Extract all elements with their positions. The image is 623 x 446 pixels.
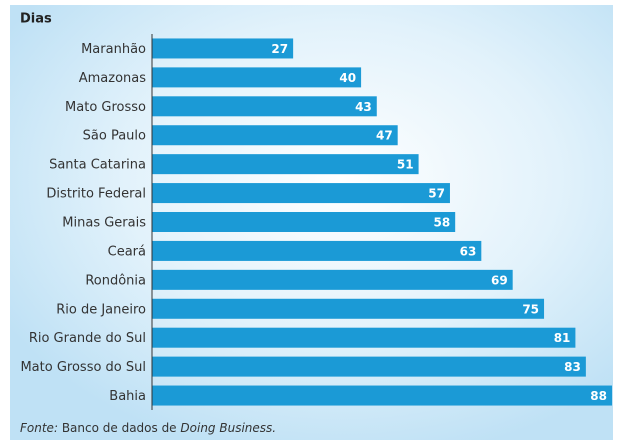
value-label: 63: [460, 244, 477, 258]
y-tick-label: Rio de Janeiro: [56, 302, 146, 317]
y-tick-label: Rio Grande do Sul: [29, 331, 146, 346]
bar: [152, 183, 450, 204]
bar: [152, 67, 362, 88]
value-label: 51: [397, 158, 414, 172]
value-label: 47: [376, 129, 393, 143]
y-tick-label: Amazonas: [79, 71, 147, 86]
bar: [152, 385, 612, 406]
bar: [152, 125, 398, 146]
y-tick-label: Rondônia: [85, 273, 146, 288]
bar: [152, 212, 456, 232]
bar: [152, 154, 419, 175]
y-tick-label: Minas Gerais: [62, 216, 146, 231]
y-tick-label: Mato Grosso do Sul: [20, 360, 146, 375]
y-tick-label: Mato Grosso: [65, 100, 146, 115]
value-label: 27: [271, 42, 288, 56]
y-tick-label: São Paulo: [83, 129, 146, 144]
y-tick-label: Ceará: [108, 244, 146, 259]
bar: [152, 356, 586, 377]
bar: [152, 298, 545, 319]
value-label: 75: [522, 302, 539, 316]
bar: [152, 38, 294, 59]
y-tick-label: Santa Catarina: [49, 158, 146, 173]
source-text: Banco de dados de: [62, 421, 177, 435]
y-tick-label: Distrito Federal: [46, 187, 146, 202]
y-tick-label: Bahia: [109, 389, 146, 404]
bar: [152, 240, 482, 261]
source-label: Fonte:: [20, 421, 58, 435]
source: Fonte: Banco de dados de Doing Business.: [20, 421, 276, 435]
source-italic: Doing Business.: [180, 421, 276, 435]
value-label: 57: [428, 187, 445, 201]
value-label: 88: [590, 389, 607, 403]
value-label: 40: [339, 71, 356, 85]
value-label: 83: [564, 360, 581, 374]
bar: [152, 96, 377, 117]
value-label: 69: [491, 273, 508, 287]
value-label: 43: [355, 100, 372, 114]
bar: [152, 269, 513, 290]
y-tick-label: Maranhão: [81, 42, 146, 57]
value-label: 81: [554, 331, 571, 345]
value-label: 58: [433, 216, 450, 230]
bar: [152, 327, 576, 348]
chart-title: Dias: [20, 12, 52, 27]
